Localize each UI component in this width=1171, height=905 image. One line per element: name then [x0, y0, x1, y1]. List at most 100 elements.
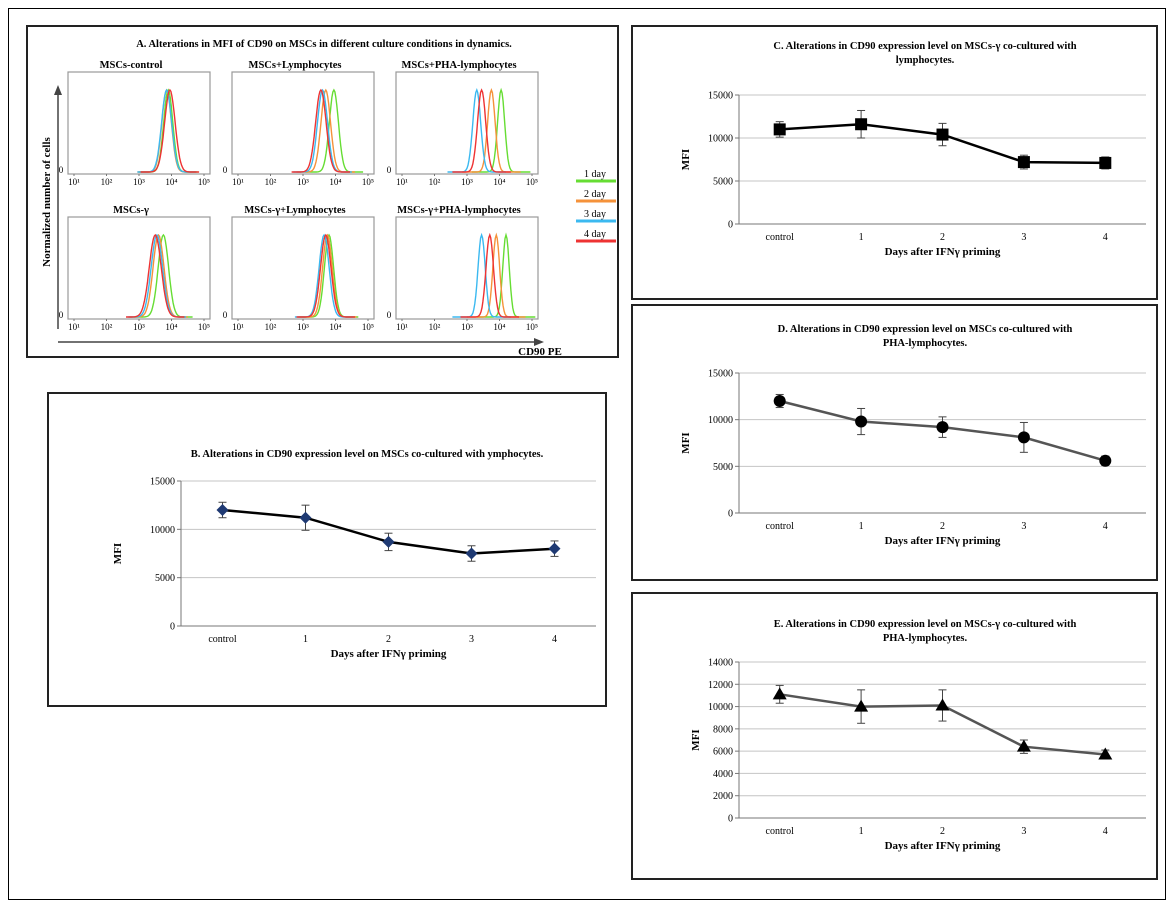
subplot-tick-label: 10²	[265, 177, 277, 187]
data-point	[1017, 156, 1030, 169]
subplot-title: MSCs-γ+Lymphocytes	[244, 205, 345, 216]
subplot-tick-label: 10¹	[68, 177, 80, 187]
y-axis-label: MFI	[680, 432, 692, 453]
subplot-frame	[395, 71, 539, 175]
subplot-tick-label: 10³	[133, 322, 145, 332]
histogram-curve	[126, 233, 185, 318]
histogram-curve	[296, 233, 355, 318]
y-tick-label: 12000	[708, 680, 733, 691]
data-point	[855, 118, 868, 131]
x-tick-label: control	[766, 826, 795, 837]
x-tick-label: 1	[859, 826, 864, 837]
y-axis-label: MFI	[112, 543, 124, 564]
subplot-tick-label: 10⁴	[165, 177, 177, 187]
x-tick-label: 1	[859, 232, 864, 243]
data-point	[1016, 739, 1031, 752]
subplot-tick-label: 10⁴	[329, 177, 341, 187]
data-point	[854, 699, 869, 712]
subplot-tick-label: 10³	[461, 322, 473, 332]
x-tick-label: 1	[859, 521, 864, 532]
y-tick-label: 5000	[713, 177, 733, 188]
subplot-tick-label: 10³	[297, 177, 309, 187]
subplot-tick-label: 10¹	[68, 322, 80, 332]
y-tick-label: 0	[728, 814, 733, 825]
subplot-tick-label: 10⁵	[526, 177, 538, 187]
subplot-frame	[67, 71, 211, 175]
data-point	[1099, 454, 1112, 467]
histogram-subplot: MSCs+Lymphocytes 0 10¹ 10² 10³ 10⁴ 10⁵	[223, 60, 375, 187]
subplot-tick-label: 10¹	[232, 322, 244, 332]
subplot-tick-label: 10⁴	[493, 177, 505, 187]
subplot-title: MSCs-control	[100, 60, 163, 71]
y-axis-label: MFI	[690, 729, 702, 750]
subplot-tick-label: 10⁴	[493, 322, 505, 332]
y-tick-label: 0	[728, 509, 733, 520]
data-point	[382, 535, 395, 548]
y-tick-label: 10000	[708, 134, 733, 145]
x-axis-label: Days after IFNγ priming	[885, 246, 1001, 258]
x-tick-label: 3	[1021, 521, 1026, 532]
subplot-frame	[395, 216, 539, 320]
subplot-tick-label: 10³	[133, 177, 145, 187]
chart-title: C. Alterations in CD90 expression level …	[773, 41, 1076, 66]
line-chart-b: B. Alterations in CD90 expression level …	[112, 449, 596, 660]
subplot-tick-label: 10⁴	[165, 322, 177, 332]
x-axis-label: Days after IFNγ priming	[331, 648, 447, 660]
x-tick-label: 2	[940, 826, 945, 837]
y-arrow-head	[54, 85, 62, 95]
histogram-curve	[460, 232, 519, 318]
data-point	[855, 415, 868, 428]
panel-a-y-label: Normalized number of cells	[41, 136, 53, 266]
legend-item: 3 day	[576, 209, 616, 223]
y-tick-label: 5000	[155, 573, 175, 584]
legend-label: 3 day	[584, 209, 606, 220]
y-tick-label: 8000	[713, 724, 733, 735]
subplot-tick-label: 10²	[265, 322, 277, 332]
x-tick-label: 3	[1021, 826, 1026, 837]
x-tick-label: 3	[1021, 232, 1026, 243]
y-tick-label: 10000	[708, 415, 733, 426]
legend-label: 1 day	[584, 169, 606, 180]
data-point	[935, 698, 950, 711]
subplot-tick-label: 10⁵	[362, 177, 374, 187]
subplot-tick-label: 10⁵	[198, 177, 210, 187]
legend-label: 2 day	[584, 189, 606, 200]
y-tick-label: 14000	[708, 658, 733, 669]
subplot-zero-label: 0	[59, 165, 64, 175]
panel-a-x-label: CD90 PE	[518, 346, 562, 358]
subplot-title: MSCs-γ+PHA-lymphocytes	[397, 205, 520, 216]
subplot-tick-label: 10⁵	[362, 322, 374, 332]
subplot-zero-label: 0	[223, 165, 228, 175]
data-point	[1098, 747, 1113, 760]
y-tick-label: 15000	[150, 477, 175, 488]
x-tick-label: control	[766, 521, 795, 532]
subplot-frame	[67, 216, 211, 320]
subplot-zero-label: 0	[59, 310, 64, 320]
y-axis-label: MFI	[680, 149, 692, 170]
line-chart-c: C. Alterations in CD90 expression level …	[680, 41, 1146, 258]
panel-d-chart: D. Alterations in CD90 expression level …	[631, 304, 1158, 581]
x-tick-label: 4	[1103, 521, 1108, 532]
histogram-curve	[291, 88, 351, 173]
y-tick-label: 6000	[713, 747, 733, 758]
subplot-tick-label: 10²	[101, 322, 113, 332]
subplot-zero-label: 0	[387, 310, 392, 320]
y-tick-label: 0	[170, 622, 175, 633]
histogram-subplot: MSCs-γ+PHA-lymphocytes 0 10¹ 10² 10³ 10⁴ 10⁵	[387, 205, 539, 332]
x-tick-label: control	[208, 634, 237, 645]
x-tick-label: 4	[1103, 232, 1108, 243]
data-point	[465, 547, 478, 560]
histogram-curve	[140, 88, 200, 173]
data-point	[548, 542, 561, 555]
panel-c-chart: C. Alterations in CD90 expression level …	[631, 25, 1158, 300]
panel-a-histograms: A. Alterations in MFI of CD90 on MSCs in…	[26, 25, 619, 358]
y-tick-label: 5000	[713, 462, 733, 473]
histogram-subplot: MSCs-control 0 10¹ 10² 10³ 10⁴ 10⁵	[59, 60, 211, 187]
x-tick-label: control	[766, 232, 795, 243]
panel-a-title: A. Alterations in MFI of CD90 on MSCs in…	[136, 39, 512, 50]
chart-title: B. Alterations in CD90 expression level …	[191, 449, 544, 460]
histogram-subplot: MSCs-γ 0 10¹ 10² 10³ 10⁴ 10⁵	[59, 205, 211, 332]
panel-b-chart: B. Alterations in CD90 expression level …	[47, 392, 607, 707]
subplot-frame	[231, 216, 375, 320]
y-tick-label: 4000	[713, 769, 733, 780]
